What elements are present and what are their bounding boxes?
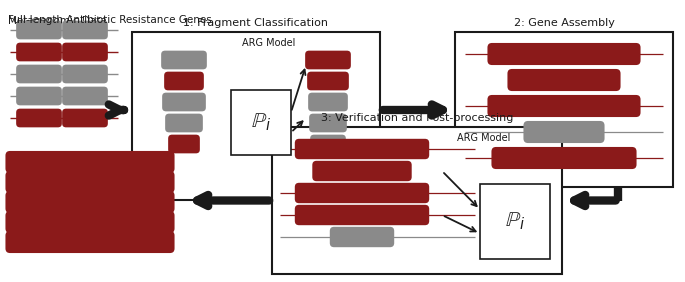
FancyBboxPatch shape [488, 43, 640, 65]
FancyBboxPatch shape [295, 139, 429, 159]
FancyBboxPatch shape [16, 21, 62, 39]
Text: 1: Fragment Classification: 1: Fragment Classification [184, 18, 329, 28]
FancyBboxPatch shape [16, 65, 62, 83]
Bar [231, 90, 291, 155]
FancyBboxPatch shape [62, 65, 108, 83]
Text: ARG Model: ARG Model [457, 133, 510, 143]
FancyBboxPatch shape [62, 87, 108, 105]
FancyBboxPatch shape [5, 191, 175, 213]
FancyBboxPatch shape [5, 211, 175, 233]
Text: $\mathbb{P}_i$: $\mathbb{P}_i$ [505, 211, 525, 232]
FancyBboxPatch shape [16, 109, 62, 127]
FancyBboxPatch shape [62, 43, 108, 61]
FancyBboxPatch shape [168, 135, 200, 153]
FancyBboxPatch shape [305, 51, 351, 69]
FancyBboxPatch shape [165, 114, 203, 132]
FancyBboxPatch shape [5, 171, 175, 193]
FancyBboxPatch shape [16, 87, 62, 105]
FancyBboxPatch shape [16, 43, 62, 61]
FancyBboxPatch shape [309, 114, 347, 132]
Bar [455, 32, 673, 187]
FancyBboxPatch shape [295, 183, 429, 203]
FancyBboxPatch shape [62, 21, 108, 39]
Text: Full-length Antibiotic Resistance Genes: Full-length Antibiotic Resistance Genes [8, 15, 212, 25]
FancyBboxPatch shape [62, 109, 108, 127]
FancyBboxPatch shape [508, 69, 621, 91]
FancyBboxPatch shape [295, 205, 429, 225]
Text: ARG Model: ARG Model [242, 38, 295, 48]
FancyBboxPatch shape [488, 95, 640, 117]
Text: $\mathbb{P}_i$: $\mathbb{P}_i$ [251, 112, 271, 133]
FancyBboxPatch shape [5, 151, 175, 173]
FancyBboxPatch shape [312, 161, 412, 181]
Text: Metagenomic Data: Metagenomic Data [8, 16, 107, 26]
Text: 3: Verification and Post-processing: 3: Verification and Post-processing [321, 113, 513, 123]
FancyBboxPatch shape [308, 93, 348, 111]
FancyBboxPatch shape [162, 93, 206, 111]
Bar [480, 184, 550, 259]
FancyBboxPatch shape [161, 51, 207, 69]
FancyBboxPatch shape [523, 121, 605, 143]
FancyBboxPatch shape [329, 227, 394, 247]
Bar [132, 32, 380, 200]
FancyBboxPatch shape [310, 135, 346, 153]
FancyBboxPatch shape [5, 231, 175, 253]
Text: 2: Gene Assembly: 2: Gene Assembly [514, 18, 614, 28]
FancyBboxPatch shape [164, 72, 204, 90]
Bar [272, 127, 562, 274]
FancyBboxPatch shape [491, 147, 636, 169]
FancyBboxPatch shape [307, 72, 349, 90]
